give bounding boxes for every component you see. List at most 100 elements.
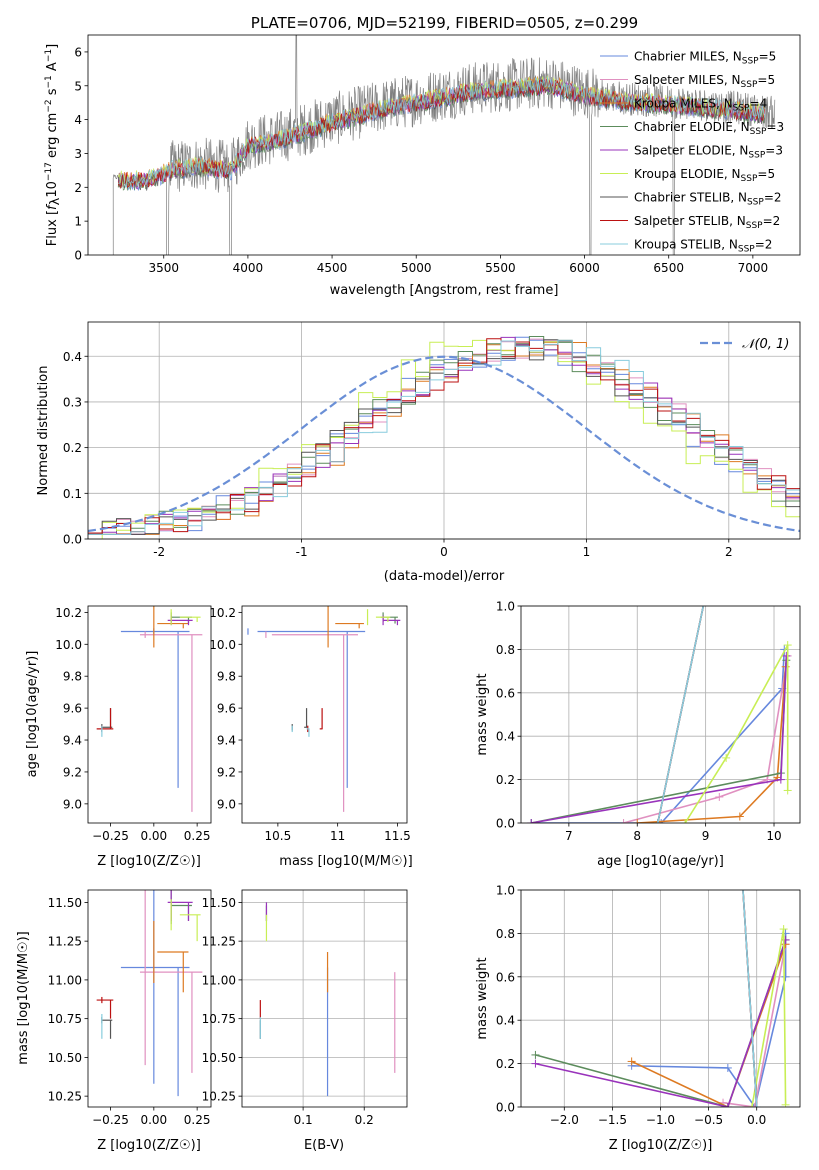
legend-label: Kroupa STELIB, NSSP=2 (634, 238, 772, 255)
legend-sub: SSP (738, 245, 755, 255)
normal-curve (88, 355, 800, 533)
legend-n: =5 (757, 167, 775, 181)
y-tick-label: 0.4 (496, 1014, 515, 1028)
age_vs_mass-frame (241, 605, 408, 824)
legend-label: Salpeter ELODIE, NSSP=3 (634, 144, 783, 161)
x-tick-label: 7000 (738, 261, 769, 275)
weight-line (722, 944, 787, 1107)
y-tick-label: 6 (74, 45, 82, 59)
legend-label-text: Salpeter MILES, N (634, 73, 741, 87)
legend-sub: SSP (741, 174, 758, 184)
legend-label-text: Salpeter STELIB, N (634, 214, 746, 228)
weight-line (535, 939, 787, 1107)
x-tick-label: −2.0 (550, 1113, 579, 1127)
y-tick-label: 1.0 (496, 600, 515, 614)
residual-hists (88, 336, 800, 539)
weight_vs_age-xlabel: age [log10(age/yr)] (597, 854, 724, 869)
legend-label-text: Chabrier ELODIE, N (634, 120, 750, 134)
legend-n: =2 (755, 238, 773, 252)
y-tick-label: 9.0 (217, 797, 236, 811)
age-z-ylabel: age [log10(age/yr)] (25, 651, 40, 778)
y-tick-label: 0.1 (63, 487, 82, 501)
x-tick-label: -2 (153, 545, 165, 559)
weight_vs_age-frame (520, 605, 801, 824)
mass-z-ylabel: mass [log10(M/M☉)] (16, 931, 31, 1064)
y-tick-label: 0.6 (496, 970, 515, 984)
legend-label-text: Kroupa ELODIE, N (634, 167, 741, 181)
mass_vs_ebv-axes: 0.1 0.2 10.25 10.50 10.75 11.00 11.25 11.50 (202, 890, 407, 1127)
legend-label-text: Kroupa STELIB, N (634, 238, 738, 252)
y-tick-label: 2 (74, 181, 82, 195)
y-tick-label: 0 (74, 249, 82, 263)
x-tick-label: 4500 (317, 261, 348, 275)
legend-label: Chabrier STELIB, NSSP=2 (634, 191, 782, 208)
x-tick-label: 8 (633, 829, 641, 843)
age_vs_mass-points (247, 606, 401, 812)
legend-n: =2 (763, 214, 781, 228)
legend-sub: SSP (742, 57, 759, 67)
ylabel-part: −17 (44, 162, 54, 181)
residuals-ylabel: Normed distribution (36, 366, 51, 496)
legend-label-text: Kroupa MILES, N (634, 97, 733, 111)
mass_vs_ebv-points (259, 902, 396, 1097)
x-tick-label: 1 (583, 545, 591, 559)
y-tick-label: 9.8 (63, 670, 82, 684)
y-tick-label: 1.0 (496, 884, 515, 898)
ylabel-part: Flux [ (45, 210, 60, 246)
residuals-frame (87, 321, 801, 540)
legend-sub: SSP (750, 127, 767, 137)
spectrum-frame (87, 34, 801, 256)
weight_vs_Z-xlabel: Z [log10(Z/Z☉)] (609, 1138, 713, 1153)
weight_vs_age-axes: 7 8 9 10 0.0 0.2 0.4 0.6 0.8 1.0 (496, 600, 800, 843)
y-tick-label: 1 (74, 215, 82, 229)
y-tick-label: 0.4 (63, 350, 82, 364)
legend-label: Chabrier ELODIE, NSSP=3 (634, 120, 784, 137)
residual-histogram (88, 339, 800, 535)
age_vs_Z-frame (87, 605, 212, 824)
x-tick-label: 7 (565, 829, 573, 843)
weight-line (684, 644, 789, 823)
y-tick-label: 4 (74, 113, 82, 127)
ylabel-part: ] (45, 44, 60, 49)
weight-line (531, 660, 788, 823)
legend-n: =2 (764, 191, 782, 205)
mass-z-xlabel: Z [log10(Z/Z☉)] (97, 1138, 201, 1153)
weight_vs_Z-frame (520, 889, 801, 1108)
legend-label-text: Chabrier MILES, N (634, 50, 742, 64)
mass_vs_Z-axes: −0.25 0.00 0.25 10.25 10.50 10.75 11.00 11.25 11… (48, 896, 211, 1127)
x-tick-label: 0.2 (355, 1113, 374, 1127)
x-tick-label: 9 (702, 829, 710, 843)
y-tick-label: 10.25 (48, 1090, 82, 1104)
legend-n: =3 (765, 144, 783, 158)
weight-line (531, 649, 786, 823)
legend-label: Salpeter MILES, NSSP=5 (634, 73, 775, 90)
y-tick-label: 9.6 (217, 702, 236, 716)
weight-line (623, 655, 789, 823)
x-tick-label: 0.1 (294, 1113, 313, 1127)
spectrum-ylabel: Flux [fλ10−17 erg cm−2 s−1 A−1] (44, 44, 63, 246)
y-tick-label: 3 (74, 147, 82, 161)
spectrum-model-line (118, 76, 766, 188)
x-tick-label: −0.25 (92, 1113, 129, 1127)
spectrum-lines (112, 35, 776, 255)
x-tick-label: 0.25 (184, 1113, 211, 1127)
legend-label: Kroupa MILES, NSSP=4 (634, 97, 767, 114)
x-tick-label: 5500 (485, 261, 516, 275)
legend-label-text: Salpeter ELODIE, N (634, 144, 748, 158)
x-tick-label: 5000 (401, 261, 432, 275)
ylabel-part: −1 (44, 49, 54, 62)
y-tick-label: 9.6 (63, 702, 82, 716)
mass-ebv-xlabel: E(B-V) (304, 1138, 344, 1153)
mass_vs_ebv-frame (241, 889, 408, 1108)
y-tick-label: 10.50 (48, 1051, 82, 1065)
legend-sub: SSP (741, 80, 758, 90)
age_vs_Z-axes: −0.25 0.00 0.25 9.0 9.2 9.4 9.6 9.8 10.0 10.2 (55, 606, 210, 843)
y-tick-label: 10.25 (202, 1090, 236, 1104)
weight-line (631, 944, 787, 1107)
weight_vs_age-ylabel: mass weight (475, 673, 490, 755)
x-tick-label: 2 (725, 545, 733, 559)
residual-histogram (101, 339, 800, 539)
y-tick-label: 10.2 (209, 606, 236, 620)
weight_vs_Z-lines (531, 890, 790, 1107)
